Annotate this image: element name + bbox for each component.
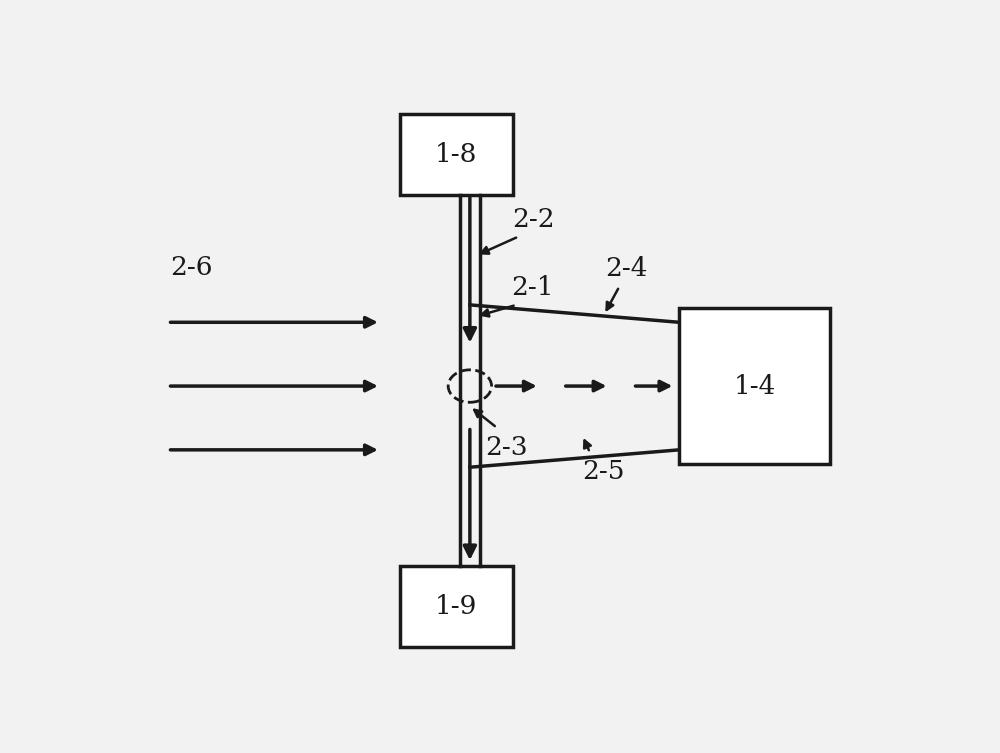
- Text: 2-1: 2-1: [511, 276, 553, 300]
- FancyBboxPatch shape: [400, 114, 512, 195]
- Text: 2-3: 2-3: [485, 435, 528, 460]
- Text: 1-8: 1-8: [435, 142, 478, 166]
- Text: 2-5: 2-5: [582, 459, 625, 483]
- Text: 2-2: 2-2: [512, 207, 555, 233]
- FancyBboxPatch shape: [679, 308, 830, 465]
- Text: 1-4: 1-4: [734, 373, 776, 398]
- FancyBboxPatch shape: [400, 566, 512, 647]
- Text: 1-9: 1-9: [435, 594, 478, 619]
- Text: 2-6: 2-6: [170, 255, 212, 279]
- Text: 2-4: 2-4: [606, 255, 648, 281]
